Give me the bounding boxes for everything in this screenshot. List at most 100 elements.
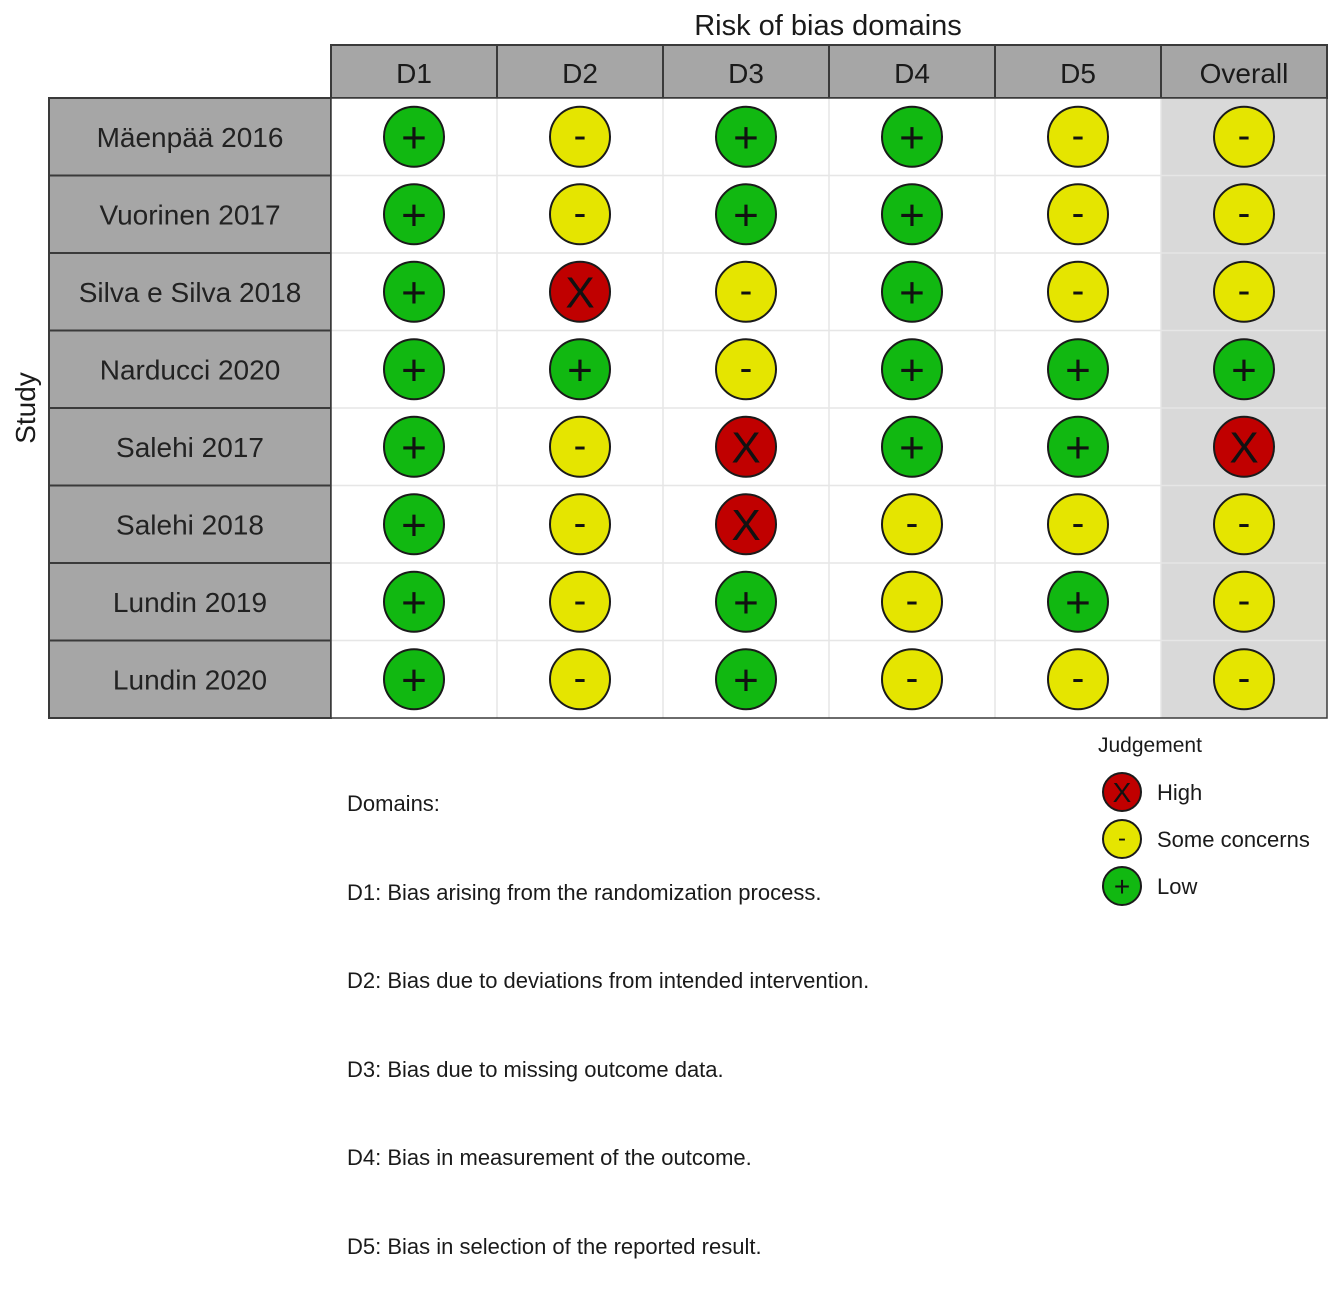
judgement-low-marker: + — [1213, 338, 1275, 401]
legend-some-label: Some concerns — [1157, 827, 1310, 852]
judgement-some-marker-circle — [549, 570, 611, 633]
judgement-some-marker-circle — [1047, 183, 1109, 246]
judgement-low-marker-circle — [715, 105, 777, 168]
judgement-some-marker-symbol: - — [574, 425, 587, 467]
judgement-low-marker: + — [383, 183, 445, 246]
judgement-low-marker-symbol: + — [733, 114, 759, 163]
judgement-some-marker-circle — [1213, 105, 1275, 168]
judgement-some-marker-symbol: - — [1238, 658, 1251, 700]
judgement-some-marker-circle — [549, 493, 611, 556]
legend-high-marker-symbol: X — [1113, 777, 1132, 808]
judgement-low-marker: + — [383, 338, 445, 401]
domain-d3: D3: Bias due to missing outcome data. — [347, 1056, 724, 1082]
judgement-low-marker-circle — [383, 338, 445, 401]
judgement-low-marker-circle — [383, 260, 445, 323]
judgement-low-marker-circle — [383, 105, 445, 168]
judgement-marks: + - + + - - + - + + - - + X - + - - + + - + + + + - X + + X + - X - - - + - + -… — [383, 105, 1275, 711]
judgement-some-marker-symbol: - — [906, 580, 919, 622]
judgement-low-marker: + — [881, 415, 943, 478]
judgement-low-marker-circle — [715, 183, 777, 246]
judgement-some-marker: - — [549, 105, 611, 168]
study-label: Lundin 2020 — [113, 664, 267, 695]
column-header-d5: D5 — [1060, 58, 1096, 89]
judgement-low-marker-symbol: + — [401, 114, 427, 163]
column-header-d1: D1 — [396, 58, 432, 89]
judgement-some-marker: - — [1047, 493, 1109, 556]
judgement-some-marker: - — [1213, 183, 1275, 246]
judgement-some-marker-symbol: - — [1072, 270, 1085, 312]
judgement-some-marker-circle — [881, 493, 943, 556]
column-headers: D1 D2 D3 D4 D5 Overall — [330, 44, 1328, 99]
judgement-some-marker: - — [1047, 648, 1109, 711]
judgement-some-marker-circle — [1213, 260, 1275, 323]
judgement-low-marker: + — [715, 105, 777, 168]
judgement-some-marker-circle — [1047, 493, 1109, 556]
legend-low-label: Low — [1157, 874, 1197, 899]
judgement-some-marker: - — [1213, 648, 1275, 711]
judgement-low-marker: + — [383, 493, 445, 556]
judgement-low-marker-symbol: + — [1065, 346, 1091, 395]
judgement-some-marker: - — [549, 570, 611, 633]
study-label: Salehi 2017 — [116, 432, 264, 463]
judgement-low-marker: + — [1047, 415, 1109, 478]
judgement-low-marker-symbol: + — [899, 191, 925, 240]
judgement-low-marker-circle — [715, 570, 777, 633]
legend-low-marker: + — [1102, 866, 1142, 906]
judgement-low-marker-symbol: + — [899, 114, 925, 163]
judgement-low-marker-circle — [549, 338, 611, 401]
judgement-low-marker-symbol: + — [401, 269, 427, 318]
judgement-low-marker-circle — [1047, 338, 1109, 401]
judgement-some-marker-symbol: - — [740, 348, 753, 390]
judgement-low-marker: + — [383, 105, 445, 168]
column-header-d3: D3 — [728, 58, 764, 89]
judgement-some-marker-symbol: - — [1072, 193, 1085, 235]
judgement-high-marker-circle — [715, 493, 777, 556]
judgement-high-marker: X — [1213, 415, 1275, 478]
legend-high-marker-circle — [1102, 772, 1142, 812]
study-label: Vuorinen 2017 — [99, 199, 280, 230]
legend-low-marker-circle — [1102, 866, 1142, 906]
judgement-high-marker-symbol: X — [565, 269, 594, 318]
domain-d1: D1: Bias arising from the randomization … — [347, 879, 822, 905]
domains-legend: Domains: D1: Bias arising from the rando… — [347, 730, 869, 1291]
judgement-low-marker: + — [715, 648, 777, 711]
judgement-some-marker-circle — [881, 648, 943, 711]
judgement-some-marker-circle — [1213, 570, 1275, 633]
judgement-low-marker-circle — [383, 415, 445, 478]
judgement-some-marker-circle — [549, 415, 611, 478]
judgement-low-marker-circle — [881, 338, 943, 401]
judgement-low-marker-symbol: + — [401, 656, 427, 705]
column-header-bg-d4 — [828, 44, 996, 99]
judgement-some-marker-symbol: - — [906, 503, 919, 545]
judgement-some-marker-circle — [881, 570, 943, 633]
judgement-some-marker-circle — [1213, 493, 1275, 556]
study-label: Salehi 2018 — [116, 509, 264, 540]
legend-title: Judgement — [1098, 734, 1202, 757]
judgement-some-marker-circle — [715, 260, 777, 323]
judgement-high-marker-symbol: X — [731, 424, 760, 473]
judgement-some-marker-symbol: - — [1072, 658, 1085, 700]
judgement-some-marker: - — [715, 338, 777, 401]
judgement-some-marker-symbol: - — [1238, 580, 1251, 622]
judgement-legend: Judgement X High - Some concerns + Low — [1098, 734, 1310, 906]
judgement-low-marker-symbol: + — [733, 191, 759, 240]
judgement-low-marker-symbol: + — [899, 424, 925, 473]
judgement-some-marker: - — [1213, 493, 1275, 556]
judgement-cells — [330, 97, 1328, 719]
judgement-some-marker: - — [549, 648, 611, 711]
judgement-some-marker-symbol: - — [574, 115, 587, 157]
judgement-low-marker-symbol: + — [401, 424, 427, 473]
domain-d4: D4: Bias in measurement of the outcome. — [347, 1145, 752, 1170]
judgement-some-marker-symbol: - — [574, 193, 587, 235]
judgement-low-marker-circle — [1047, 415, 1109, 478]
judgement-low-marker: + — [549, 338, 611, 401]
judgement-high-marker: X — [715, 415, 777, 478]
judgement-high-marker-circle — [549, 260, 611, 323]
judgement-high-marker: X — [715, 493, 777, 556]
judgement-some-marker: - — [549, 493, 611, 556]
legend-high-label: High — [1157, 780, 1202, 805]
judgement-low-marker-circle — [881, 183, 943, 246]
judgement-some-marker: - — [549, 183, 611, 246]
judgement-low-marker-circle — [1213, 338, 1275, 401]
judgement-some-marker: - — [881, 648, 943, 711]
